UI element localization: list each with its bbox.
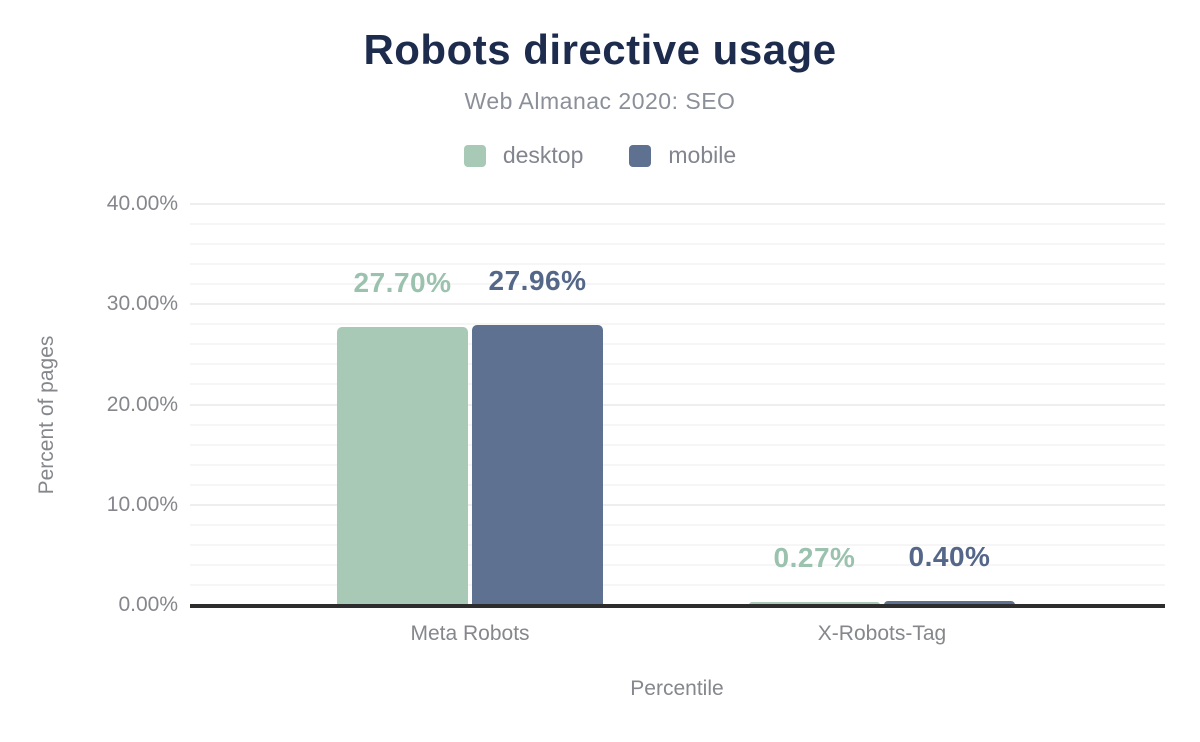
bar-value-label: 0.27% (773, 542, 856, 573)
gridline-minor (190, 383, 1165, 386)
x-axis-title: Percentile (630, 677, 724, 700)
gridline-minor (190, 323, 1165, 326)
gridline-minor (190, 523, 1165, 526)
bar-desktop-meta-robots[interactable] (337, 327, 468, 605)
legend-label-mobile: mobile (668, 142, 737, 168)
bar-value-label: 0.40% (908, 541, 991, 572)
gridline-minor (190, 543, 1165, 546)
chart-title: Robots directive usage (363, 26, 837, 73)
y-tick-label: 0.00% (118, 593, 178, 616)
x-tick-label: Meta Robots (410, 622, 530, 645)
bar-value-label: 27.96% (488, 265, 587, 296)
legend: desktop mobile (0, 142, 1200, 169)
gridline-minor (190, 343, 1165, 346)
y-tick-label: 30.00% (106, 292, 178, 316)
gridline-major (190, 203, 1165, 205)
bar-value-label: 27.70% (353, 267, 452, 298)
gridline-minor (190, 443, 1165, 446)
gridline-major (190, 303, 1165, 306)
bar-mobile-meta-robots[interactable] (472, 325, 603, 605)
gridline-minor (190, 363, 1165, 366)
y-tick-label: 40.00% (106, 192, 178, 215)
legend-swatch-desktop (463, 144, 486, 167)
y-tick-label: 10.00% (106, 492, 178, 516)
chart-subtitle: Web Almanac 2020: SEO (464, 88, 736, 114)
gridline-minor (190, 283, 1165, 286)
legend-item-desktop[interactable]: desktop (463, 142, 584, 169)
gridline-minor (190, 483, 1165, 486)
y-axis-title: Percent of pages (35, 335, 58, 495)
gridline-minor (190, 563, 1165, 566)
x-axis-baseline (190, 604, 1165, 608)
bar-mobile-x-robots-tag[interactable] (884, 601, 1015, 605)
bar-desktop-x-robots-tag[interactable] (749, 602, 880, 605)
gridline-major (190, 403, 1165, 406)
gridline-minor (190, 583, 1165, 586)
gridline-major (190, 503, 1165, 506)
gridline-minor (190, 423, 1165, 426)
legend-item-mobile[interactable]: mobile (629, 142, 736, 169)
y-tick-label: 20.00% (106, 392, 178, 416)
plot-area: 27.70% 27.96% 0.27% 0.40% (190, 203, 1165, 605)
gridline-minor (190, 263, 1165, 266)
gridline-minor (190, 223, 1165, 226)
gridline-minor (190, 463, 1165, 466)
legend-swatch-mobile (629, 144, 652, 167)
x-tick-label: X-Robots-Tag (817, 622, 947, 645)
legend-label-desktop: desktop (502, 142, 584, 168)
gridline-minor (190, 243, 1165, 246)
